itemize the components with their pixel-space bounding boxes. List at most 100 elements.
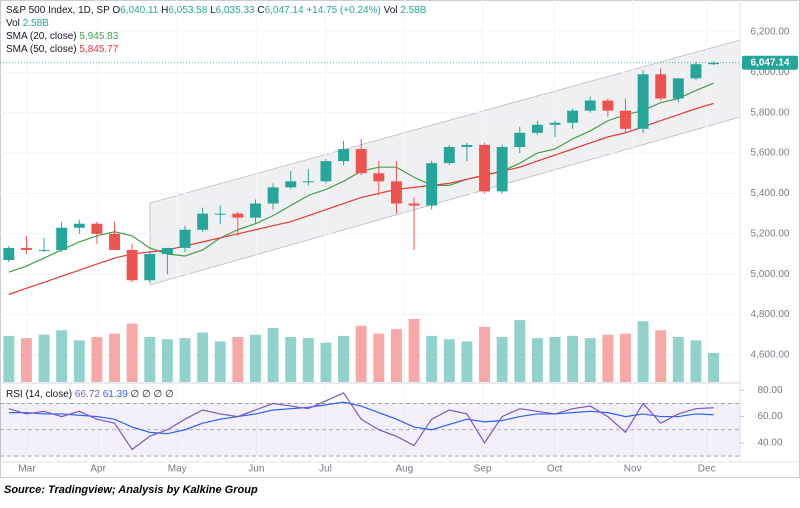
rsi-tick-label: 40.00 bbox=[757, 438, 782, 449]
volume-bar bbox=[179, 338, 191, 382]
candle-body bbox=[496, 146, 508, 192]
volume-bar bbox=[302, 338, 314, 382]
low: 6,035.33 bbox=[216, 5, 255, 16]
candle-body bbox=[602, 100, 614, 111]
rsi-ma-line bbox=[8, 401, 714, 435]
candle-body bbox=[479, 144, 490, 192]
x-tick-label: Apr bbox=[90, 464, 106, 475]
candle-body bbox=[461, 144, 473, 147]
rsi-legend: RSI (14, close) 66.72 61.39 ∅ ∅ ∅ ∅ bbox=[6, 389, 174, 400]
candle-body bbox=[126, 249, 138, 281]
y-tick-label: 4,800.00 bbox=[751, 309, 790, 320]
y-tick-label: 4,600.00 bbox=[751, 350, 790, 361]
candle-body bbox=[620, 110, 631, 129]
candle-body bbox=[144, 253, 156, 281]
candle-body bbox=[637, 74, 649, 129]
volume-bar bbox=[584, 338, 596, 382]
rsi-tick-label: 60.00 bbox=[757, 411, 782, 422]
candle-body bbox=[38, 249, 50, 251]
volume-legend: Vol 2.58B bbox=[6, 18, 49, 29]
open-label: O bbox=[112, 5, 120, 16]
candle-body bbox=[549, 122, 561, 125]
candle-body bbox=[197, 213, 209, 230]
volume-bar bbox=[461, 341, 473, 382]
high-label: H bbox=[161, 5, 168, 16]
rsi-line bbox=[8, 392, 714, 451]
source: Source: Tradingview; Analysis by Kalkine… bbox=[4, 484, 258, 496]
x-tick-label: May bbox=[168, 464, 187, 475]
y-tick-label: 5,800.00 bbox=[751, 107, 790, 118]
volume-bar bbox=[73, 340, 85, 382]
x-tick-label: Oct bbox=[547, 464, 563, 475]
candle-body bbox=[655, 74, 667, 99]
rsi-value: 66.72 bbox=[75, 389, 100, 400]
open: 6,040.11 bbox=[120, 5, 159, 16]
y-tick-label: 5,000.00 bbox=[751, 269, 790, 280]
candle-body bbox=[56, 227, 68, 250]
volume-bar bbox=[320, 342, 332, 382]
volume-bar bbox=[514, 320, 526, 382]
volume-bar bbox=[285, 337, 297, 382]
volume-bar bbox=[373, 333, 385, 382]
candle-body bbox=[250, 203, 261, 218]
vol-label: Vol bbox=[6, 18, 20, 29]
candle-body bbox=[672, 78, 684, 99]
candle-body bbox=[302, 181, 314, 183]
candle-body bbox=[426, 163, 438, 206]
volume-bar bbox=[56, 330, 68, 382]
volume-bar bbox=[637, 321, 649, 382]
close-label: C bbox=[257, 5, 264, 16]
x-tick-label: Mar bbox=[18, 464, 36, 475]
candle-body bbox=[267, 187, 279, 204]
volume-bar bbox=[620, 333, 631, 382]
x-tick-label: Aug bbox=[395, 464, 413, 475]
x-tick-label: Jul bbox=[319, 464, 332, 475]
volume-bar bbox=[708, 352, 720, 382]
candle-body bbox=[567, 110, 579, 123]
candle-body bbox=[584, 100, 596, 111]
volume-bar bbox=[38, 334, 50, 382]
close: 6,047.14 bbox=[265, 5, 304, 16]
candle-body bbox=[443, 146, 455, 164]
candle-body bbox=[73, 223, 85, 228]
volume-bar bbox=[91, 337, 103, 382]
header: S&P 500 Index, 1D, SP O6,040.11 H6,053.5… bbox=[6, 5, 427, 16]
volume-bar bbox=[531, 338, 543, 382]
volume-bar bbox=[250, 334, 261, 382]
candle-body bbox=[708, 62, 720, 65]
volume-bar bbox=[109, 333, 120, 382]
sma-name: SMA (50, close) bbox=[6, 44, 77, 55]
sma20-legend: SMA (20, close) 5,945.83 bbox=[6, 31, 119, 42]
candle-body bbox=[355, 149, 367, 174]
volume-bar bbox=[690, 340, 702, 382]
y-tick-label: 5,600.00 bbox=[751, 148, 790, 159]
candle-body bbox=[214, 213, 226, 215]
rsi-ma-value: 61.39 bbox=[103, 389, 128, 400]
y-tick-label: 5,400.00 bbox=[751, 188, 790, 199]
candle-body bbox=[91, 223, 103, 234]
rsi-name: RSI (14, close) bbox=[6, 389, 72, 400]
rsi-extra: ∅ ∅ ∅ ∅ bbox=[131, 389, 174, 400]
candle-body bbox=[109, 233, 120, 250]
volume-bar bbox=[3, 335, 15, 382]
symbol: S&P 500 Index, 1D, SP bbox=[6, 5, 110, 16]
volume: 2.58B bbox=[23, 18, 49, 29]
candle-body bbox=[390, 181, 402, 204]
candle-body bbox=[20, 247, 32, 250]
volume-bar bbox=[426, 335, 438, 382]
x-tick-label: Sep bbox=[474, 464, 492, 475]
last-price-label: 6,047.14 bbox=[751, 57, 790, 68]
y-tick-label: 6,200.00 bbox=[751, 27, 790, 38]
volume-bar bbox=[567, 335, 579, 382]
sma50-legend: SMA (50, close) 5,845.77 bbox=[6, 44, 119, 55]
volume-bar bbox=[443, 339, 455, 382]
volume-bar bbox=[602, 334, 614, 382]
y-tick-label: 6,000.00 bbox=[751, 67, 790, 78]
volume-bar bbox=[232, 337, 244, 382]
volume-bar bbox=[267, 328, 279, 382]
rsi-tick-label: 80.00 bbox=[757, 385, 782, 396]
x-tick-label: Jun bbox=[248, 464, 264, 475]
volume-bar bbox=[20, 338, 32, 382]
